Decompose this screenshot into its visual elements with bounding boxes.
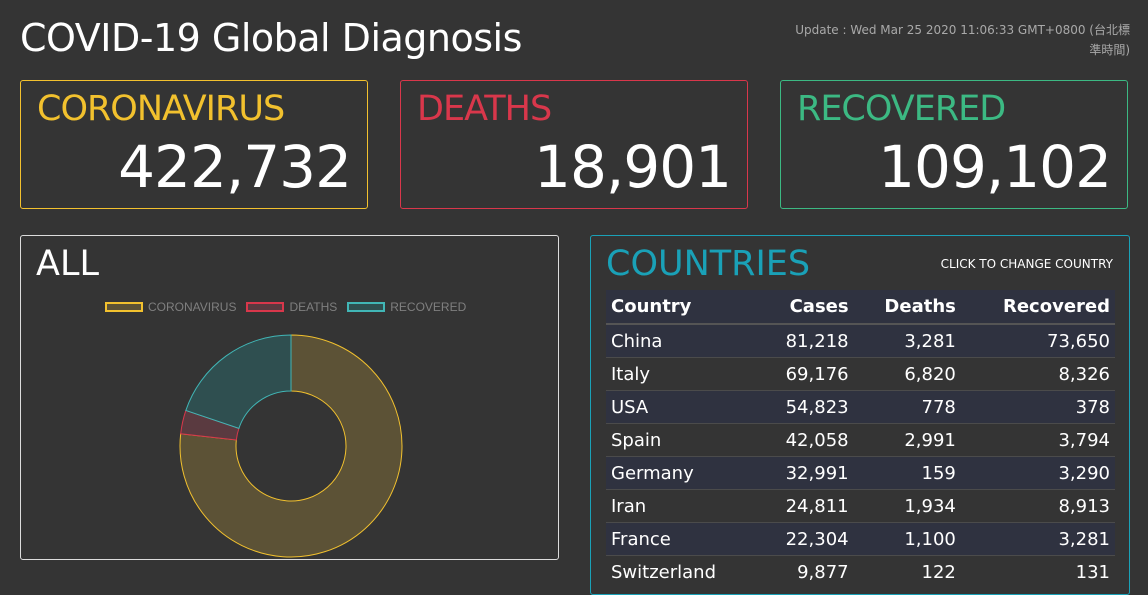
cell-recovered: 73,650 (960, 323, 1115, 358)
cell-deaths: 3,281 (853, 323, 961, 358)
cell-deaths: 1,934 (853, 489, 961, 523)
column-header-deaths: Deaths (853, 290, 961, 325)
countries-panel-title: COUNTRIES (606, 244, 811, 284)
cell-cases: 22,304 (757, 522, 854, 556)
legend-swatch-coronavirus (105, 302, 143, 312)
legend-label-recovered: RECOVERED (390, 300, 467, 314)
cell-deaths: 778 (853, 390, 961, 424)
legend-item-recovered[interactable]: RECOVERED (347, 300, 466, 314)
coronavirus-label: CORONAVIRUS (37, 89, 285, 129)
cell-cases: 32,991 (757, 456, 854, 490)
table-row[interactable]: USA 54,823 778 378 (606, 390, 1115, 424)
cell-recovered: 3,290 (960, 456, 1115, 490)
cell-recovered: 8,913 (960, 489, 1115, 523)
legend-item-coronavirus[interactable]: CORONAVIRUS (105, 300, 236, 314)
donut-chart (179, 334, 403, 558)
cell-deaths: 6,820 (853, 357, 961, 391)
cell-cases: 24,811 (757, 489, 854, 523)
cell-cases: 81,218 (757, 323, 854, 358)
legend-item-deaths[interactable]: DEATHS (246, 300, 337, 314)
coronavirus-value: 422,732 (118, 133, 352, 201)
cell-cases: 9,877 (757, 555, 854, 588)
table-row[interactable]: Germany 32,991 159 3,290 (606, 456, 1115, 490)
cell-deaths: 1,100 (853, 522, 961, 556)
cell-country: USA (606, 390, 758, 424)
all-panel: ALL CORONAVIRUS DEATHS RECOVERED (20, 235, 559, 560)
legend-swatch-recovered (347, 302, 386, 312)
legend-label-deaths: DEATHS (289, 300, 338, 314)
table-row[interactable]: Italy 69,176 6,820 8,326 (606, 357, 1115, 391)
recovered-card: RECOVERED 109,102 (780, 80, 1128, 209)
recovered-label: RECOVERED (797, 89, 1006, 129)
cell-recovered: 378 (960, 390, 1115, 424)
coronavirus-card: CORONAVIRUS 422,732 (20, 80, 368, 209)
update-timestamp: Update : Wed Mar 25 2020 11:06:33 GMT+08… (795, 23, 1130, 57)
table-row[interactable]: Iran 24,811 1,934 8,913 (606, 489, 1115, 523)
cell-recovered: 3,794 (960, 423, 1115, 457)
cell-country: France (606, 522, 758, 556)
page-title: COVID-19 Global Diagnosis (20, 16, 522, 60)
cell-country: Spain (606, 423, 758, 457)
column-header-cases: Cases (757, 290, 854, 325)
deaths-card: DEATHS 18,901 (400, 80, 748, 209)
deaths-label: DEATHS (417, 89, 552, 129)
cell-deaths: 2,991 (853, 423, 961, 457)
chart-legend: CORONAVIRUS DEATHS RECOVERED (105, 300, 466, 314)
column-header-recovered: Recovered (960, 290, 1115, 325)
column-header-country: Country (606, 290, 758, 325)
donut-slice-coronavirus[interactable] (179, 334, 403, 558)
deaths-value: 18,901 (534, 133, 732, 201)
cell-recovered: 131 (960, 555, 1115, 588)
cell-country: Switzerland (606, 555, 758, 588)
countries-panel: COUNTRIES CLICK TO CHANGE COUNTRY Countr… (590, 235, 1130, 595)
table-header-row: Country Cases Deaths Recovered (606, 290, 1115, 325)
cell-recovered: 3,281 (960, 522, 1115, 556)
recovered-value: 109,102 (878, 133, 1112, 201)
cell-cases: 69,176 (757, 357, 854, 391)
table-row[interactable]: Spain 42,058 2,991 3,794 (606, 423, 1115, 457)
cell-recovered: 8,326 (960, 357, 1115, 391)
cell-cases: 54,823 (757, 390, 854, 424)
cell-country: China (606, 323, 758, 358)
cell-deaths: 122 (853, 555, 961, 588)
cell-country: Italy (606, 357, 758, 391)
cell-country: Germany (606, 456, 758, 490)
change-country-hint[interactable]: CLICK TO CHANGE COUNTRY (940, 257, 1113, 271)
countries-table: Country Cases Deaths Recovered China 81,2… (606, 290, 1115, 588)
cell-cases: 42,058 (757, 423, 854, 457)
table-row[interactable]: Switzerland 9,877 122 131 (606, 555, 1115, 588)
all-panel-title: ALL (36, 244, 99, 284)
table-row[interactable]: France 22,304 1,100 3,281 (606, 522, 1115, 556)
legend-label-coronavirus: CORONAVIRUS (148, 300, 237, 314)
cell-country: Iran (606, 489, 758, 523)
cell-deaths: 159 (853, 456, 961, 490)
table-row[interactable]: China 81,218 3,281 73,650 (606, 323, 1115, 358)
donut-slice-recovered[interactable] (185, 334, 292, 430)
legend-swatch-deaths (246, 302, 285, 312)
